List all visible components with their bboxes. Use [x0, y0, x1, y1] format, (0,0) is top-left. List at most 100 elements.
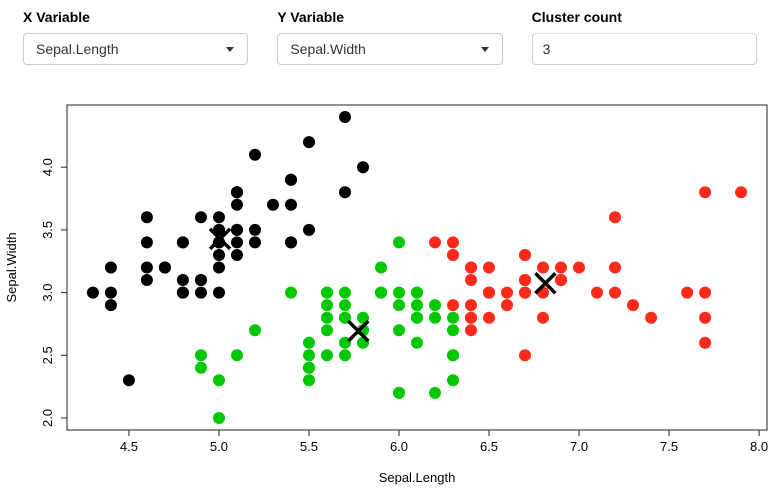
- data-point: [393, 386, 405, 399]
- cluster-count-label: Cluster count: [531, 9, 622, 25]
- data-point: [339, 311, 351, 324]
- data-point: [447, 374, 459, 387]
- data-point: [140, 236, 153, 249]
- data-point: [339, 186, 351, 199]
- data-point: [537, 261, 549, 274]
- data-point: [555, 261, 567, 274]
- data-point: [627, 299, 639, 312]
- y-axis-title: Sepal.Width: [4, 232, 19, 302]
- cluster-center-mark: [534, 272, 557, 295]
- data-point: [176, 286, 189, 299]
- data-point: [231, 249, 243, 261]
- data-point: [231, 236, 243, 249]
- data-point: [591, 286, 603, 299]
- data-point: [519, 286, 531, 299]
- x-variable-select[interactable]: Sepal.Length: [23, 33, 249, 65]
- data-point: [140, 274, 153, 286]
- data-point: [303, 349, 315, 362]
- data-point: [699, 186, 712, 199]
- data-point: [213, 374, 225, 387]
- x-tick-label: 7.5: [660, 439, 678, 454]
- y-variable-select[interactable]: Sepal.Width: [277, 33, 503, 65]
- data-point: [213, 261, 225, 274]
- data-point: [447, 236, 459, 249]
- data-point: [339, 349, 351, 362]
- data-point: [555, 274, 567, 286]
- x-tick-label: 6.5: [480, 439, 498, 454]
- data-point: [249, 148, 261, 161]
- data-point: [411, 286, 423, 299]
- data-point: [411, 336, 423, 349]
- data-point: [303, 374, 315, 387]
- chevron-down-icon: [226, 46, 235, 52]
- data-point: [104, 286, 117, 299]
- data-point: [465, 311, 477, 324]
- data-point: [537, 311, 549, 324]
- data-point: [645, 311, 658, 324]
- data-point: [303, 223, 315, 236]
- data-point: [699, 336, 712, 349]
- data-point: [213, 211, 225, 224]
- y-tick-label: 3.0: [40, 284, 55, 302]
- data-point: [447, 249, 459, 261]
- data-point: [573, 261, 585, 274]
- x-variable-control: X Variable Sepal.Length: [23, 9, 249, 65]
- data-point: [231, 198, 243, 211]
- cluster-center-mark: [208, 227, 232, 251]
- data-point: [465, 324, 477, 337]
- y-tick-label: 3.5: [40, 221, 55, 239]
- data-point: [465, 274, 477, 286]
- data-point: [429, 236, 441, 249]
- data-point: [195, 274, 207, 286]
- data-point: [447, 349, 459, 362]
- data-point: [104, 261, 117, 274]
- data-point: [321, 299, 333, 312]
- data-point: [213, 412, 225, 424]
- data-point: [339, 111, 351, 123]
- data-point: [609, 286, 621, 299]
- cluster-center-mark: [347, 319, 370, 343]
- plot-panel-border: [66, 104, 768, 431]
- data-point: [249, 324, 261, 337]
- x-tick-label: 5.0: [210, 439, 228, 454]
- y-variable-selected-value: Sepal.Width: [290, 41, 366, 57]
- data-point: [195, 349, 207, 362]
- data-point: [447, 299, 459, 312]
- controls-row: X Variable Sepal.Length Y Variable Sepal…: [0, 0, 776, 65]
- data-point: [176, 274, 189, 286]
- data-point: [501, 299, 513, 312]
- y-tick-label: 2.0: [40, 409, 55, 427]
- data-point: [681, 286, 694, 299]
- data-point: [231, 349, 243, 362]
- data-point: [429, 299, 441, 312]
- cluster-count-input[interactable]: [531, 33, 757, 65]
- data-point: [699, 311, 712, 324]
- chevron-down-icon: [480, 46, 489, 52]
- data-point: [393, 324, 405, 337]
- data-point: [411, 311, 423, 324]
- data-point: [231, 223, 243, 236]
- scatter-plot: 4.5 5.0 5.5 6.0 6.5 7.0 7.5 8.0 2.0 2.5 3.0 3.5 4.0 S…: [4, 104, 768, 485]
- data-point: [303, 136, 315, 149]
- data-point: [213, 286, 225, 299]
- data-point: [519, 249, 531, 261]
- data-point: [393, 286, 405, 299]
- data-point: [375, 261, 387, 274]
- data-point: [213, 249, 225, 261]
- data-point: [321, 311, 333, 324]
- data-point: [104, 299, 117, 312]
- data-point: [519, 274, 531, 286]
- data-point: [303, 361, 315, 374]
- data-point: [447, 324, 459, 337]
- data-point: [519, 349, 531, 362]
- data-point: [176, 236, 189, 249]
- y-tick-label: 2.5: [40, 346, 55, 364]
- data-point: [249, 236, 261, 249]
- data-point: [285, 173, 297, 186]
- data-point: [357, 161, 369, 174]
- data-point: [195, 286, 207, 299]
- data-point: [321, 286, 333, 299]
- data-point: [483, 311, 495, 324]
- data-point: [158, 261, 171, 274]
